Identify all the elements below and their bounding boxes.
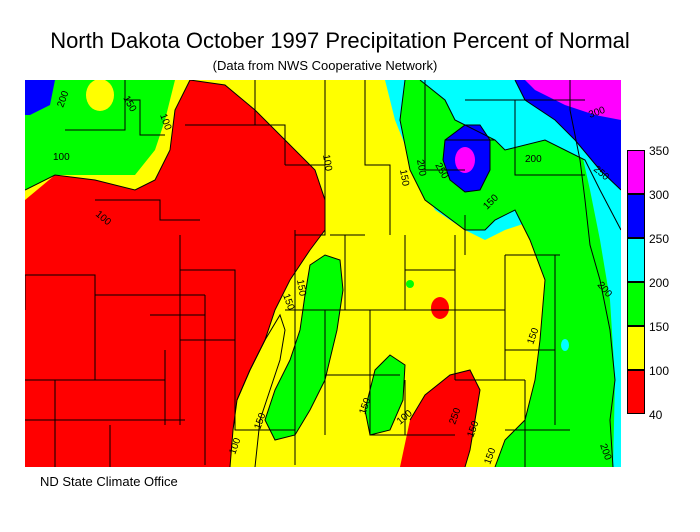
contour-label: 200	[414, 159, 428, 178]
legend-swatch-green	[627, 282, 645, 326]
legend-tick-300: 300	[649, 188, 670, 202]
legend-tick-250: 250	[649, 232, 670, 246]
precipitation-map: 200 150 100 100 100 100 200 150 250 150 …	[25, 80, 621, 467]
county-boundaries	[25, 80, 616, 467]
map-title: North Dakota October 1997 Precipitation …	[50, 28, 630, 53]
legend-swatch-cyan	[627, 238, 645, 282]
region-cyan-spot	[561, 339, 569, 351]
contour-label: 200	[525, 154, 542, 165]
contour-label: 150	[397, 169, 411, 188]
source-credit: ND State Climate Office	[40, 474, 178, 489]
legend-tick-150: 150	[649, 320, 670, 334]
map-subtitle: (Data from NWS Cooperative Network)	[212, 58, 438, 73]
region-green-spot	[406, 280, 414, 288]
contour-label: 100	[53, 152, 70, 163]
region-red-south	[400, 370, 480, 467]
color-legend: 350 300 250 200 150 100 40	[627, 144, 677, 425]
region-blue-nw-corner	[25, 80, 55, 115]
contour-lines	[25, 80, 621, 467]
region-red-spot	[431, 297, 449, 319]
legend-swatch-red	[627, 370, 645, 414]
legend-tick-350: 350	[649, 144, 670, 158]
legend-swatch-blue	[627, 194, 645, 238]
region-magenta-spot	[455, 147, 475, 173]
region-yellow-nw-pocket	[86, 80, 114, 111]
legend-tick-100: 100	[649, 364, 670, 378]
legend-swatch-magenta	[627, 150, 645, 194]
legend-tick-40: 40	[649, 408, 663, 422]
region-green-south-central	[265, 255, 343, 440]
region-yellow-southwest	[230, 315, 285, 467]
region-green-northwest	[25, 80, 175, 190]
region-red-west	[25, 80, 325, 467]
legend-swatch-yellow	[627, 326, 645, 370]
legend-tick-200: 200	[649, 276, 670, 290]
contour-label: 100	[320, 154, 334, 173]
contour-label: 150	[294, 279, 308, 298]
